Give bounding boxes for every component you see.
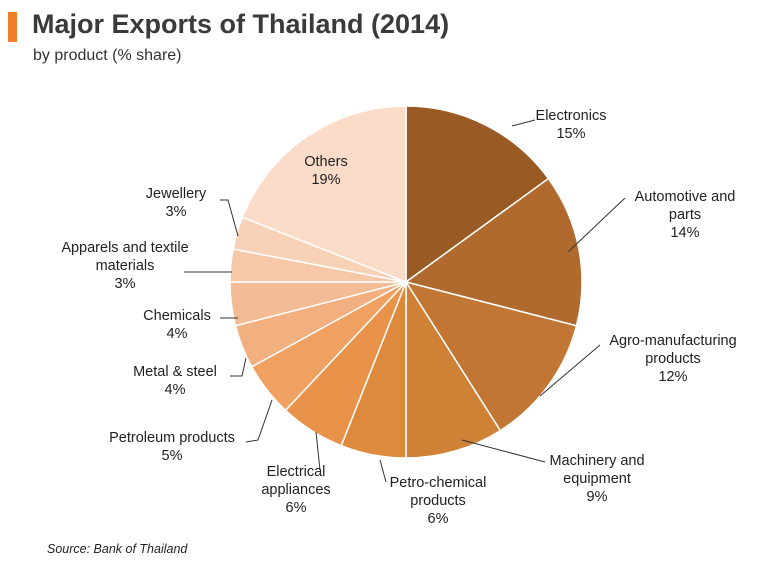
- chart-subtitle: by product (% share): [33, 47, 182, 64]
- slice-label: Automotive and parts 14%: [635, 189, 736, 241]
- slice-label: Jewellery 3%: [146, 186, 207, 220]
- slice-value-label: 6%: [286, 500, 307, 516]
- slice-value-label: 4%: [165, 382, 186, 398]
- leader-line: [220, 199, 239, 237]
- pie-slice: [405, 279, 502, 459]
- slice-name-label: products: [410, 493, 466, 509]
- leader-line: [315, 431, 321, 471]
- slice-name-label: materials: [96, 258, 155, 274]
- source-note: Source: Bank of Thailand: [47, 542, 188, 556]
- slice-value-label: 12%: [658, 369, 687, 385]
- slice-name-label: parts: [669, 207, 701, 223]
- slice-name-label: Automotive and: [635, 189, 736, 205]
- leader-line: [245, 399, 273, 443]
- slice-name-label: equipment: [563, 471, 631, 487]
- slice-name-label: Petro-chemical: [390, 475, 487, 491]
- slice-value-label: 5%: [162, 448, 183, 464]
- pie-slice: [241, 105, 407, 284]
- leader-line: [461, 439, 546, 463]
- slice-value-label: 14%: [670, 225, 699, 241]
- slice-value-label: 19%: [311, 172, 340, 188]
- leader-line: [511, 119, 536, 127]
- slice-label: Petro-chemical products 6%: [390, 475, 487, 527]
- slice-labels: Electronics 15% Automotive and parts 14% Agro…: [61, 108, 736, 527]
- slice-value-label: 6%: [428, 511, 449, 527]
- slice-name-label: Jewellery: [146, 186, 207, 202]
- slice-label: Machinery and equipment 9%: [549, 453, 644, 505]
- slice-label: Others 19%: [304, 154, 348, 188]
- slice-name-label: Electronics: [536, 108, 607, 124]
- slice-name-label: Others: [304, 154, 348, 170]
- chart-title: Major Exports of Thailand (2014): [32, 9, 450, 39]
- slice-value-label: 9%: [587, 489, 608, 505]
- slice-name-label: Agro-manufacturing: [609, 333, 736, 349]
- slice-label: Electrical appliances 6%: [261, 464, 330, 516]
- slice-label: Apparels and textile materials 3%: [61, 240, 188, 292]
- slice-name-label: Electrical: [267, 464, 326, 480]
- slice-name-label: Petroleum products: [109, 430, 235, 446]
- title-accent-bar: [8, 12, 17, 42]
- leader-line: [539, 344, 601, 397]
- slice-label: Petroleum products 5%: [109, 430, 235, 464]
- leader-line: [379, 459, 387, 483]
- slice-name-label: appliances: [261, 482, 330, 498]
- slice-name-label: products: [645, 351, 701, 367]
- slice-name-label: Machinery and: [549, 453, 644, 469]
- pie-slice: [405, 105, 550, 284]
- slice-name-label: Chemicals: [143, 308, 211, 324]
- slice-label: Agro-manufacturing products 12%: [609, 333, 736, 385]
- leader-line: [567, 197, 626, 253]
- slice-name-label: Metal & steel: [133, 364, 217, 380]
- slice-value-label: 3%: [115, 276, 136, 292]
- pie-slice: [404, 177, 583, 327]
- leader-line: [230, 357, 247, 377]
- slice-label: Chemicals 4%: [143, 308, 211, 342]
- slice-label: Electronics 15%: [536, 108, 607, 142]
- slice-value-label: 3%: [166, 204, 187, 220]
- slice-value-label: 4%: [167, 326, 188, 342]
- pie-slice: [404, 280, 578, 432]
- pie-slices: [229, 105, 583, 459]
- slice-label: Metal & steel 4%: [133, 364, 217, 398]
- slice-name-label: Apparels and textile: [61, 240, 188, 256]
- slice-value-label: 15%: [556, 126, 585, 142]
- leader-lines: [184, 119, 626, 483]
